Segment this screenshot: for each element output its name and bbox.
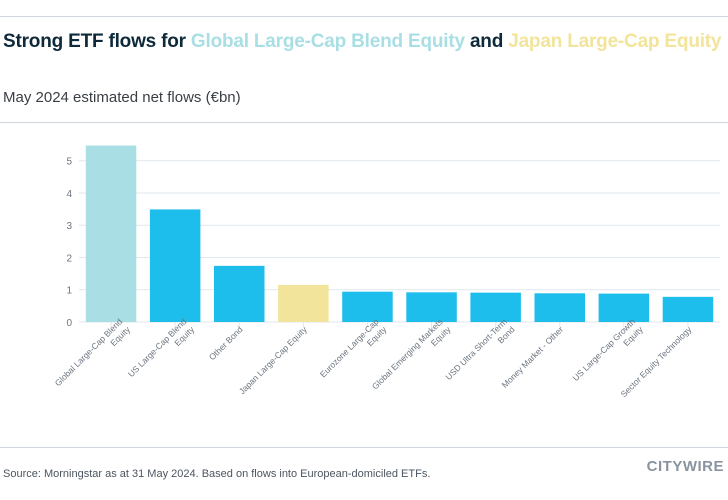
x-tick-label: Japan Large-Cap Equity	[237, 324, 309, 396]
bar	[470, 292, 521, 322]
bar	[85, 145, 137, 322]
bar	[149, 209, 201, 322]
bar	[214, 265, 265, 322]
x-tick-label: Other Bond	[207, 324, 245, 362]
y-tick-label: 1	[66, 286, 72, 297]
title-part: Strong ETF flows for	[3, 31, 191, 52]
y-tick-label: 5	[66, 157, 72, 168]
x-tick-label-line: Global Large-Cap Blend	[53, 316, 125, 388]
y-tick-label: 4	[66, 189, 72, 200]
title-part: and	[464, 31, 509, 52]
y-tick-label: 2	[66, 253, 72, 264]
top-divider	[0, 16, 728, 17]
x-tick-label-line: US Large-Cap Growth	[571, 316, 638, 383]
x-tick-label: Global Large-Cap BlendEquity	[53, 316, 133, 396]
x-tick-label-line: Japan Large-Cap Equity	[237, 324, 309, 396]
citywire-logo: CITYWIRE	[646, 458, 724, 475]
x-tick-label: US Large-Cap BlendEquity	[126, 316, 197, 387]
source-note: Source: Morningstar as at 31 May 2024. B…	[3, 468, 431, 480]
y-tick-label: 0	[66, 318, 72, 329]
bar	[598, 293, 650, 322]
title-part: Global Large-Cap Blend Equity	[190, 31, 465, 52]
bar	[534, 293, 585, 322]
chart-subtitle: May 2024 estimated net flows (€bn)	[3, 89, 241, 106]
bar	[342, 291, 393, 322]
bar	[278, 284, 329, 322]
header-divider	[0, 122, 728, 123]
x-tick-label-line: USD Ultra Short-Term	[443, 317, 509, 383]
y-tick-label: 3	[66, 221, 72, 232]
title-part: Japan Large-Cap Equity	[508, 31, 722, 52]
footer-divider	[0, 447, 728, 448]
x-tick-label-line: Other Bond	[207, 324, 245, 362]
bar	[406, 292, 457, 322]
chart-title: Strong ETF flows for Global Large-Cap Bl…	[3, 30, 723, 53]
bar	[662, 296, 714, 322]
